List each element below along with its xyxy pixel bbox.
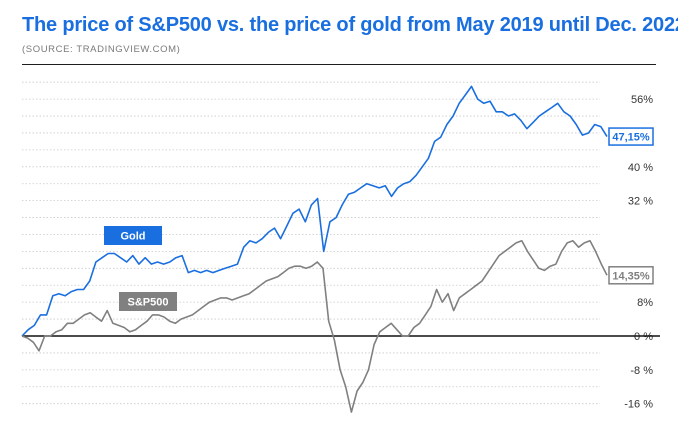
series-lines [21, 85, 608, 413]
y-tick-label: 40 % [628, 162, 653, 174]
y-tick-label: 56% [631, 94, 653, 106]
chart-source: (SOURCE: TRADINGVIEW.COM) [22, 44, 181, 55]
y-tick-label: -8 % [630, 365, 653, 377]
top-rule [22, 64, 656, 65]
end-value-box [608, 266, 654, 285]
series-tag-box [119, 292, 177, 311]
end-value-label: 14,35% [612, 270, 650, 282]
series-tag-label: Gold [120, 231, 145, 243]
end-value-box [608, 127, 654, 146]
y-axis-ticks: 56% 40 % 32 % 8% 0 % -8 % -16 % [624, 94, 653, 411]
series-line-sp500 [21, 240, 608, 413]
series-tag-box [104, 226, 162, 245]
y-tick-label: 8% [637, 297, 653, 309]
series-annotations: Gold S&P500 47,15% 14,35% [104, 127, 654, 311]
y-tick-label: 32 % [628, 196, 653, 208]
y-tick-label: -16 % [624, 399, 653, 411]
end-value-label: 47,15% [612, 132, 650, 144]
y-tick-label: 0 % [634, 331, 653, 343]
chart-title: The price of S&P500 vs. the price of gol… [22, 14, 678, 36]
series-tag-label: S&P500 [128, 297, 169, 309]
series-line-gold [21, 85, 608, 337]
